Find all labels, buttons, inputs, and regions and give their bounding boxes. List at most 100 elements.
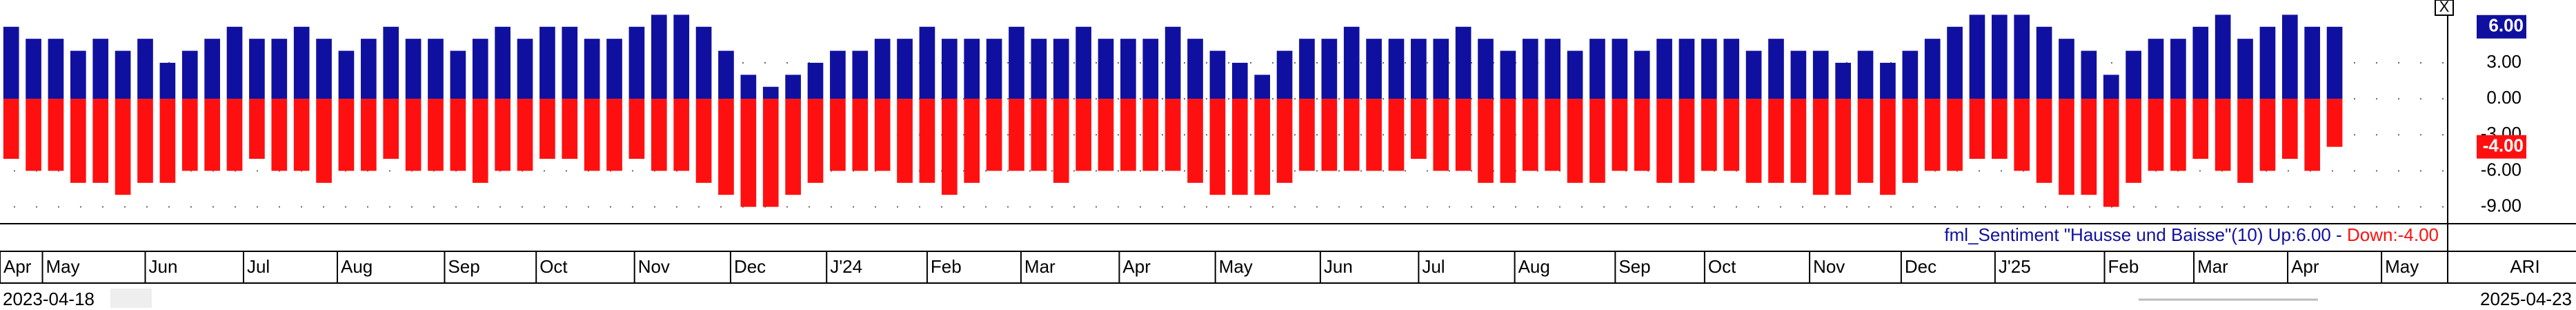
bar [1612, 39, 1628, 99]
bar [2059, 99, 2074, 195]
bar [115, 99, 131, 195]
bar [1768, 39, 1784, 99]
x-tick-label: Jun [148, 256, 177, 277]
bar [495, 99, 511, 171]
bar [1790, 50, 1807, 99]
bar [1723, 39, 1740, 99]
bar [740, 99, 757, 207]
bar [852, 50, 869, 99]
bar [606, 39, 622, 99]
x-tick-label: Sep [1618, 256, 1650, 277]
bar [762, 86, 779, 99]
x-tick-label: Dec [734, 256, 766, 277]
bar [651, 99, 667, 171]
bar [1991, 14, 2008, 99]
bar [695, 99, 712, 183]
bar [1567, 99, 1583, 183]
bar [1678, 99, 1695, 183]
legend-value: -4.00 [2398, 224, 2439, 245]
bar [1656, 39, 1672, 99]
bar [1902, 50, 1919, 99]
bar [1231, 99, 1248, 195]
bar [137, 99, 153, 183]
bar [2059, 39, 2074, 99]
bar [1009, 99, 1024, 171]
bar [584, 99, 600, 171]
bar [762, 99, 779, 207]
bar [2281, 14, 2298, 99]
bar [1478, 39, 1494, 99]
x-tick-label: Nov [1813, 256, 1845, 277]
bar [1857, 99, 1874, 183]
bar [1745, 50, 1762, 99]
value-badge [2477, 14, 2526, 39]
bar [1991, 99, 2008, 159]
bar [807, 62, 824, 99]
x-tick-label: Mar [1024, 256, 1056, 277]
bar [1656, 99, 1672, 183]
bar [2304, 26, 2321, 99]
bar [2192, 99, 2209, 159]
bar [1276, 99, 1293, 183]
bar [181, 50, 198, 99]
bar [405, 99, 422, 171]
value-badge [2477, 135, 2526, 159]
bar [1589, 39, 1605, 99]
bar [1098, 99, 1114, 171]
bar [1969, 14, 1985, 99]
bar [2259, 99, 2276, 171]
bar [1723, 99, 1740, 171]
bar [159, 99, 176, 183]
bar [1366, 39, 1382, 99]
bar [1187, 39, 1203, 99]
bar [785, 99, 801, 195]
bar [539, 26, 555, 99]
bar [2281, 99, 2298, 159]
bar [628, 26, 645, 99]
bar [1545, 39, 1561, 99]
bar [562, 99, 578, 159]
bar [2215, 14, 2231, 99]
bar [338, 99, 355, 171]
bar [2103, 99, 2119, 207]
close-box[interactable] [2435, 0, 2454, 16]
bar [137, 39, 153, 99]
bar [495, 26, 511, 99]
bar [964, 99, 980, 183]
bar [1522, 39, 1538, 99]
y-tick-label: 3.00 [2486, 51, 2521, 72]
bar [293, 26, 310, 99]
x-tick-label: Dec [1905, 256, 1936, 277]
bar [1388, 99, 1405, 171]
close-button[interactable]: X [2439, 0, 2450, 15]
bar [1567, 50, 1583, 99]
bar [249, 99, 265, 159]
bar [2170, 39, 2186, 99]
bar [450, 99, 466, 171]
bar [1455, 26, 1472, 99]
value-badge-label: 6.00 [2488, 15, 2524, 36]
bar [941, 39, 958, 99]
bar [1500, 99, 1516, 183]
bar [2237, 99, 2253, 183]
bar [1902, 99, 1919, 183]
legend-series: Up [2268, 224, 2291, 245]
bar [1209, 99, 1226, 195]
bar [316, 39, 332, 99]
x-tick-label: Apr [3, 256, 32, 277]
bar [2170, 99, 2186, 171]
bar [383, 26, 399, 99]
bar [1254, 75, 1271, 99]
bar [26, 39, 41, 99]
bar [1076, 26, 1091, 99]
x-tick-label: May [2385, 256, 2419, 277]
bar [1812, 50, 1829, 99]
bar [204, 99, 220, 171]
bar [1768, 99, 1784, 183]
bar [271, 99, 288, 171]
bar [1411, 39, 1427, 99]
bar [673, 14, 690, 99]
bar [1254, 99, 1271, 195]
bar [271, 39, 288, 99]
bar [1455, 99, 1472, 171]
